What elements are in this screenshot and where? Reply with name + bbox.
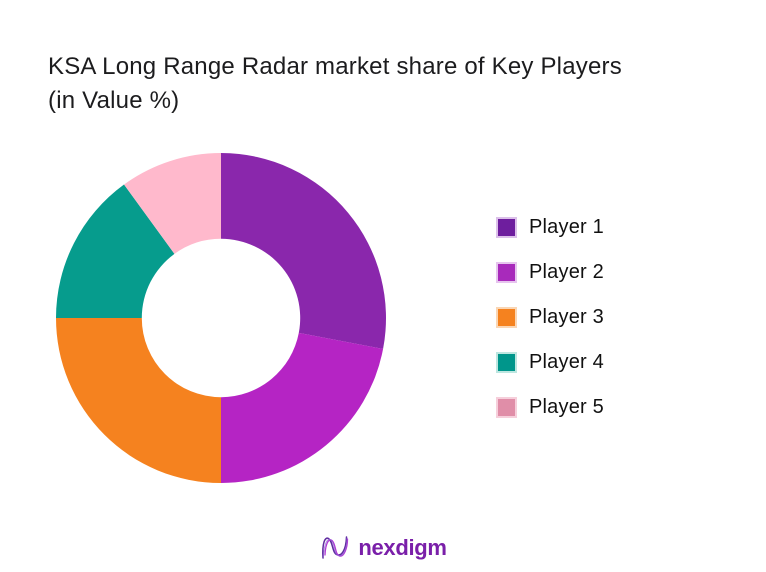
donut-slice-player-4	[56, 184, 175, 318]
donut-slice-player-1	[221, 153, 386, 349]
legend-item-player-2: Player 2	[496, 261, 604, 283]
legend-label-player-5: Player 5	[529, 395, 604, 418]
chart-title-line1: KSA Long Range Radar market share of Key…	[48, 53, 622, 80]
logo-wave-stroke-2	[324, 538, 349, 557]
donut-slice-player-2	[221, 332, 384, 483]
legend-swatch-player-1	[496, 216, 517, 238]
legend-swatch-player-3	[496, 306, 517, 328]
chart-title: KSA Long Range Radar market share of Key…	[48, 50, 738, 118]
legend-label-player-4: Player 4	[529, 350, 604, 373]
donut-chart-area	[56, 153, 386, 483]
legend-item-player-5: Player 5	[496, 396, 604, 418]
donut-slice-player-3	[56, 318, 221, 483]
nexdigm-logo-icon	[322, 536, 349, 559]
legend-swatch-player-2	[496, 261, 517, 283]
legend-label-player-3: Player 3	[529, 305, 604, 328]
legend-swatch-player-5	[496, 396, 517, 418]
legend-item-player-1: Player 1	[496, 216, 604, 238]
legend-item-player-3: Player 3	[496, 306, 604, 328]
donut-chart	[56, 153, 386, 483]
chart-title-line2: (in Value %)	[48, 87, 180, 114]
chart-legend: Player 1 Player 2 Player 3 Player 4 Play…	[496, 216, 604, 441]
donut-slice-player-5	[124, 153, 221, 254]
legend-swatch-player-4	[496, 351, 517, 373]
logo-wave-stroke-3	[323, 537, 348, 557]
logo-wave-stroke-1	[322, 536, 348, 559]
legend-item-player-4: Player 4	[496, 351, 604, 373]
nexdigm-wordmark: nexdigm	[358, 535, 447, 560]
brand-footer: nexdigm	[0, 531, 766, 563]
legend-label-player-2: Player 2	[529, 260, 604, 283]
legend-label-player-1: Player 1	[529, 215, 604, 238]
